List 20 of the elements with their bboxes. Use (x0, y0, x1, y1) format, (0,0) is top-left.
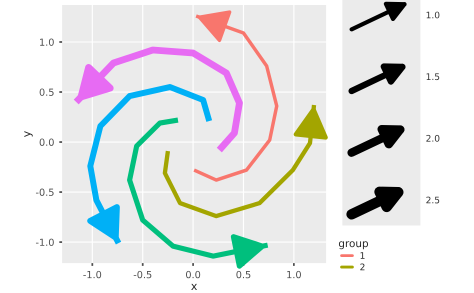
y-tick-label: -0.5 (36, 188, 54, 196)
text: 2.5 (426, 196, 440, 204)
y-axis-title: y (24, 131, 33, 138)
text: 2.0 (426, 134, 440, 142)
legend-label: 2 (360, 264, 364, 270)
legend-title: group (338, 241, 368, 250)
x-tick-label: -1.0 (83, 270, 102, 278)
x-tick-label: 0.0 (186, 270, 200, 278)
legend-label: 1 (360, 252, 365, 259)
text: 1.5 (426, 73, 440, 80)
text: 1.0 (426, 12, 440, 18)
x-axis-title: x (191, 284, 198, 290)
line-series (192, 14, 278, 182)
y-tick-label: 1.0 (40, 38, 54, 46)
y-tick-label: 0.0 (40, 138, 54, 146)
y-tick-label: 0.5 (40, 88, 54, 96)
y-tick-label: -1.0 (36, 238, 54, 246)
x-tick-label: 1.0 (287, 270, 301, 278)
x-tick-label: -0.5 (134, 270, 152, 278)
x-tick-label: 0.5 (236, 270, 250, 278)
